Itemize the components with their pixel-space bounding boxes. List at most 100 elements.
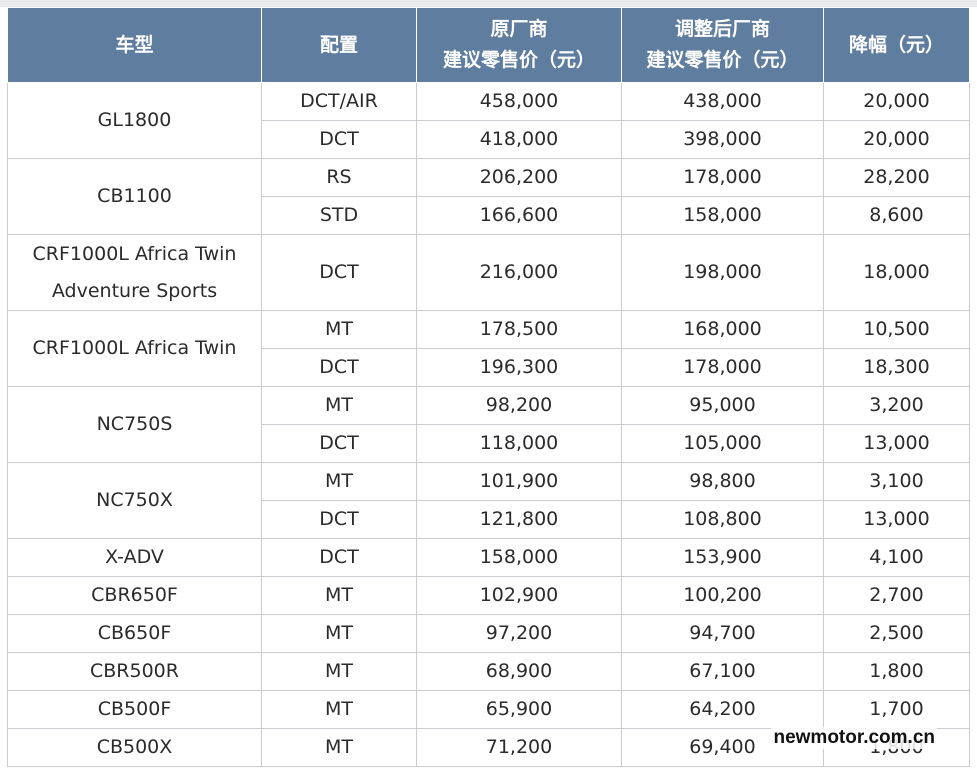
adjusted-price-cell: 108,800: [621, 500, 824, 539]
adjusted-price-cell: 158,000: [621, 196, 824, 235]
table-row: CRF1000L Africa Twin Adventure Sports DC…: [7, 234, 970, 311]
original-price-cell: 121,800: [416, 500, 622, 539]
adjusted-price-cell: 105,000: [621, 424, 824, 463]
adjusted-price-cell: 95,000: [621, 386, 824, 425]
price-table: 车型 配置 原厂商 建议零售价（元） 调整后厂商 建议零售价（元） 降幅（元） …: [7, 7, 970, 767]
model-cell: CB650F: [7, 614, 262, 653]
adjusted-price-cell: 168,000: [621, 310, 824, 349]
config-cell: DCT: [261, 500, 417, 539]
config-cell: DCT: [261, 120, 417, 159]
config-cell: RS: [261, 158, 417, 197]
model-cell: CBR500R: [7, 652, 262, 691]
watermark: newmotor.com.cn: [771, 727, 937, 749]
table-row: CBR650F MT 102,900 100,200 2,700: [7, 576, 970, 615]
header-original-price-line2: 建议零售价（元）: [442, 49, 595, 71]
model-cell: NC750S: [7, 386, 262, 463]
original-price-cell: 98,200: [416, 386, 622, 425]
table-row: CRF1000L Africa Twin MT 178,500 168,000 …: [7, 310, 970, 387]
header-adjusted-price-line1: 调整后厂商: [674, 18, 770, 40]
top-strip: [0, 0, 977, 7]
model-cell: GL1800: [7, 82, 262, 159]
table-row: DCT 418,000 398,000 20,000: [8, 120, 970, 159]
reduction-cell: 20,000: [823, 82, 970, 121]
config-cell: DCT: [261, 348, 417, 387]
adjusted-price-cell: 398,000: [621, 120, 824, 159]
model-cell: NC750X: [7, 462, 262, 539]
adjusted-price-cell: 100,200: [621, 576, 824, 615]
original-price-cell: 65,900: [416, 690, 622, 729]
header-reduction: 降幅（元）: [823, 7, 970, 83]
config-cell: MT: [261, 310, 417, 349]
model-cell: CB500X: [7, 728, 262, 767]
model-cell: CB1100: [7, 158, 262, 235]
model-cell: CRF1000L Africa Twin: [7, 310, 262, 387]
reduction-cell: 28,200: [823, 158, 970, 197]
table-row: CBR500R MT 68,900 67,100 1,800: [7, 652, 970, 691]
original-price-cell: 196,300: [416, 348, 622, 387]
config-cell: MT: [261, 462, 417, 501]
reduction-cell: 18,000: [823, 234, 970, 311]
table-header-row: 车型 配置 原厂商 建议零售价（元） 调整后厂商 建议零售价（元） 降幅（元）: [7, 7, 970, 83]
original-price-cell: 158,000: [416, 538, 622, 577]
config-cell: DCT: [261, 234, 417, 311]
model-line2: Adventure Sports: [51, 279, 218, 302]
original-price-cell: 458,000: [416, 82, 622, 121]
header-original-price: 原厂商 建议零售价（元）: [416, 7, 622, 83]
table-row: STD 166,600 158,000 8,600: [8, 196, 970, 235]
model-line1: CRF1000L Africa Twin: [32, 242, 237, 265]
original-price-cell: 216,000: [416, 234, 622, 311]
reduction-cell: 20,000: [823, 120, 970, 159]
table-row: CB1100 RS 206,200 178,000 28,200: [7, 158, 970, 235]
adjusted-price-cell: 64,200: [621, 690, 824, 729]
reduction-cell: 18,300: [823, 348, 970, 387]
config-cell: MT: [261, 386, 417, 425]
model-cell: CBR650F: [7, 576, 262, 615]
header-config: 配置: [261, 7, 417, 83]
original-price-cell: 166,600: [416, 196, 622, 235]
adjusted-price-cell: 98,800: [621, 462, 824, 501]
model-cell: CRF1000L Africa Twin Adventure Sports: [7, 234, 262, 311]
reduction-cell: 2,700: [823, 576, 970, 615]
original-price-cell: 102,900: [416, 576, 622, 615]
reduction-cell: 4,100: [823, 538, 970, 577]
reduction-cell: 3,200: [823, 386, 970, 425]
table-row: NC750X MT 101,900 98,800 3,100: [7, 462, 970, 539]
table-row: DCT 196,300 178,000 18,300: [8, 348, 970, 387]
original-price-cell: 71,200: [416, 728, 622, 767]
model-cell: X-ADV: [7, 538, 262, 577]
header-original-price-line1: 原厂商: [490, 18, 548, 40]
original-price-cell: 178,500: [416, 310, 622, 349]
table-row: DCT 121,800 108,800 13,000: [8, 500, 970, 539]
original-price-cell: 206,200: [416, 158, 622, 197]
table-row: DCT 118,000 105,000 13,000: [8, 424, 970, 463]
config-cell: MT: [261, 690, 417, 729]
config-cell: MT: [261, 652, 417, 691]
header-model: 车型: [7, 7, 262, 83]
config-cell: DCT: [261, 424, 417, 463]
model-cell: CB500F: [7, 690, 262, 729]
adjusted-price-cell: 438,000: [621, 82, 824, 121]
original-price-cell: 118,000: [416, 424, 622, 463]
reduction-cell: 2,500: [823, 614, 970, 653]
config-cell: DCT/AIR: [261, 82, 417, 121]
config-cell: MT: [261, 728, 417, 767]
config-cell: STD: [261, 196, 417, 235]
table-row: CB500F MT 65,900 64,200 1,700: [7, 690, 970, 729]
reduction-cell: 13,000: [823, 424, 970, 463]
table-row: CB650F MT 97,200 94,700 2,500: [7, 614, 970, 653]
reduction-cell: 1,700: [823, 690, 970, 729]
adjusted-price-cell: 94,700: [621, 614, 824, 653]
original-price-cell: 418,000: [416, 120, 622, 159]
config-cell: MT: [261, 576, 417, 615]
reduction-cell: 10,500: [823, 310, 970, 349]
config-cell: MT: [261, 614, 417, 653]
config-cell: DCT: [261, 538, 417, 577]
original-price-cell: 97,200: [416, 614, 622, 653]
original-price-cell: 101,900: [416, 462, 622, 501]
adjusted-price-cell: 178,000: [621, 158, 824, 197]
adjusted-price-cell: 67,100: [621, 652, 824, 691]
header-adjusted-price-line2: 建议零售价（元）: [646, 49, 799, 71]
reduction-cell: 8,600: [823, 196, 970, 235]
reduction-cell: 13,000: [823, 500, 970, 539]
table-row: NC750S MT 98,200 95,000 3,200: [7, 386, 970, 463]
